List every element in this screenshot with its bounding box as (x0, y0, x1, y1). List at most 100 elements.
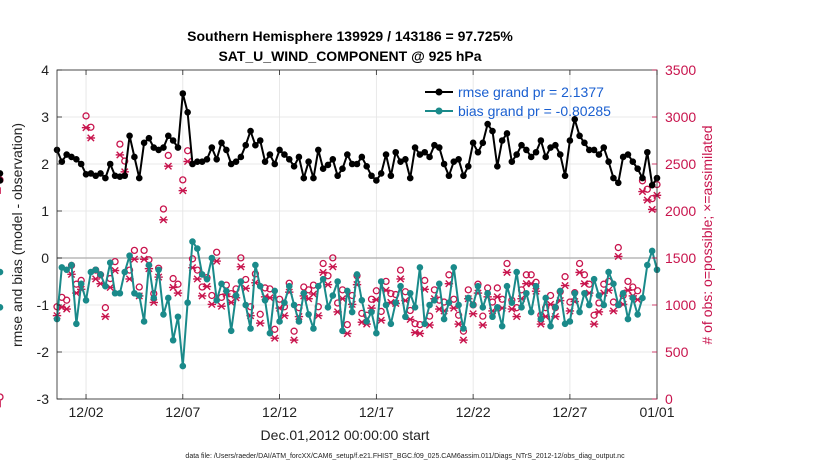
rmse-point (542, 153, 550, 161)
assimilated-obs-marker (197, 292, 207, 300)
y-tick-label: 2 (41, 156, 49, 172)
bias-point (484, 289, 491, 297)
rmse-point (256, 137, 264, 144)
bias-point (595, 292, 603, 299)
bias-point (73, 320, 80, 328)
bias-point (556, 287, 564, 295)
bias-point (102, 282, 109, 290)
bias-point (489, 313, 496, 321)
assimilated-obs-marker (115, 151, 125, 159)
bias-point (421, 320, 429, 328)
x-axis-label: Dec.01,2012 00:00:00 start (261, 427, 430, 443)
bias-point (440, 315, 448, 323)
legend-label: bias grand pr = -0.80285 (458, 103, 611, 119)
rmse-point (247, 127, 254, 135)
bias-point (406, 289, 414, 297)
bias-point (150, 294, 158, 302)
y-tick-label: 4 (41, 62, 49, 78)
possible-obs-marker (159, 205, 168, 213)
rmse-point (0, 170, 4, 177)
rmse-point (314, 146, 322, 154)
rmse-point (411, 144, 419, 151)
rmse-point (503, 130, 511, 137)
rmse-point (402, 156, 409, 163)
possible-obs-marker (633, 287, 642, 295)
possible-obs-marker (329, 254, 337, 262)
bias-point (164, 294, 172, 302)
bias-point (614, 301, 622, 309)
bias-point (460, 325, 467, 332)
bias-point (503, 282, 511, 290)
rmse-point (532, 148, 540, 156)
rmse-point (0, 177, 4, 184)
legend-marker (435, 88, 443, 96)
rmse-point (290, 163, 298, 170)
assimilated-obs-marker (309, 290, 318, 298)
rmse-point (281, 151, 288, 158)
bias-point (605, 268, 612, 276)
assimilated-obs-marker (164, 162, 173, 170)
bias-point (290, 301, 298, 309)
assimilated-obs-marker (609, 307, 618, 315)
bias-point (145, 261, 153, 269)
assimilated-obs-marker (202, 282, 212, 291)
bias-point (576, 308, 583, 316)
bias-point (339, 327, 346, 335)
bias-point (527, 308, 535, 316)
rmse-point (319, 165, 327, 172)
rmse-point (489, 127, 496, 135)
rmse-point (131, 153, 138, 161)
rmse-point (174, 144, 182, 151)
bias-point (445, 299, 453, 306)
y-tick-label: -3 (37, 391, 50, 407)
rmse-point (377, 170, 385, 177)
rmse-point (242, 141, 250, 149)
possible-obs-marker (213, 248, 221, 256)
rmse-point (102, 174, 109, 182)
rmse-point (440, 160, 448, 168)
bias-point (77, 280, 85, 288)
rmse-point (426, 153, 433, 161)
bias-point (368, 308, 375, 316)
rmse-point (339, 165, 346, 172)
rmse-point (648, 181, 656, 189)
bias-point (518, 304, 525, 311)
bias-point (537, 315, 545, 323)
assimilated-obs-marker (236, 263, 246, 271)
series-group (0, 90, 662, 408)
rmse-point (624, 151, 632, 158)
rmse-point (179, 90, 187, 97)
rmse-point (295, 153, 303, 161)
rmse-point (285, 156, 293, 163)
bias-point (169, 336, 177, 344)
x-tick-label: 12/12 (262, 404, 297, 420)
possible-obs-marker (271, 325, 279, 333)
legend-label: rmse grand pr = 2.1377 (458, 84, 604, 100)
rmse-point (566, 137, 574, 144)
bias-point (92, 266, 100, 274)
possible-obs-marker (527, 271, 535, 279)
possible-obs-marker (304, 286, 313, 294)
possible-obs-marker (575, 259, 584, 268)
bias-point (155, 266, 162, 274)
rmse-point (469, 139, 477, 147)
possible-obs-marker (629, 283, 637, 291)
bias-point (402, 313, 409, 321)
legend: rmse grand pr = 2.1377 bias grand pr = -0… (425, 84, 611, 119)
assimilated-obs-marker (101, 312, 110, 321)
rmse-point (218, 139, 225, 147)
bias-point (619, 289, 627, 297)
rmse-point (494, 163, 501, 170)
assimilated-obs-marker (323, 280, 333, 289)
bias-point (464, 294, 472, 302)
bias-point (106, 259, 114, 267)
assimilated-obs-marker (207, 300, 217, 309)
y2-tick-label: 0 (665, 391, 673, 407)
bias-point (455, 301, 462, 309)
possible-obs-marker (464, 286, 472, 294)
rmse-point (126, 132, 133, 140)
bias-point (547, 322, 554, 330)
assimilated-obs-marker (536, 320, 546, 328)
rmse-point (334, 172, 341, 180)
